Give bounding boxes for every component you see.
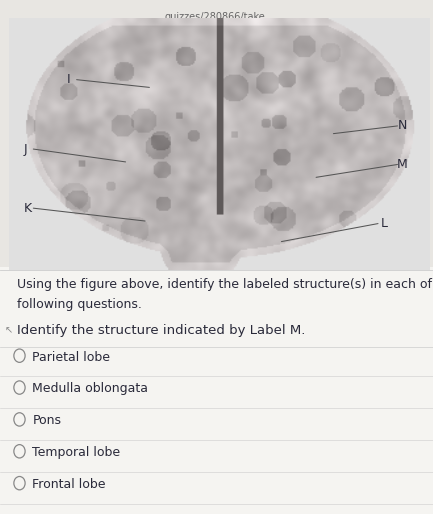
Text: K: K [24,201,32,215]
FancyBboxPatch shape [0,267,433,514]
Text: Temporal lobe: Temporal lobe [32,446,121,459]
Text: Using the figure above, identify the labeled structure(s) in each of the: Using the figure above, identify the lab… [17,278,433,290]
Text: Medulla oblongata: Medulla oblongata [32,382,149,395]
Text: Frontal lobe: Frontal lobe [32,478,106,491]
Text: M: M [396,158,407,171]
Text: N: N [397,119,407,133]
Text: quizzes/280866/take: quizzes/280866/take [165,12,265,22]
Text: Pons: Pons [32,414,61,427]
Text: Identify the structure indicated by Label M.: Identify the structure indicated by Labe… [17,324,306,337]
Text: J: J [24,142,27,156]
Text: L: L [381,217,388,230]
Text: following questions.: following questions. [17,298,142,311]
Text: Parietal lobe: Parietal lobe [32,351,110,363]
Text: I: I [67,73,71,86]
Text: ↖: ↖ [4,325,13,335]
